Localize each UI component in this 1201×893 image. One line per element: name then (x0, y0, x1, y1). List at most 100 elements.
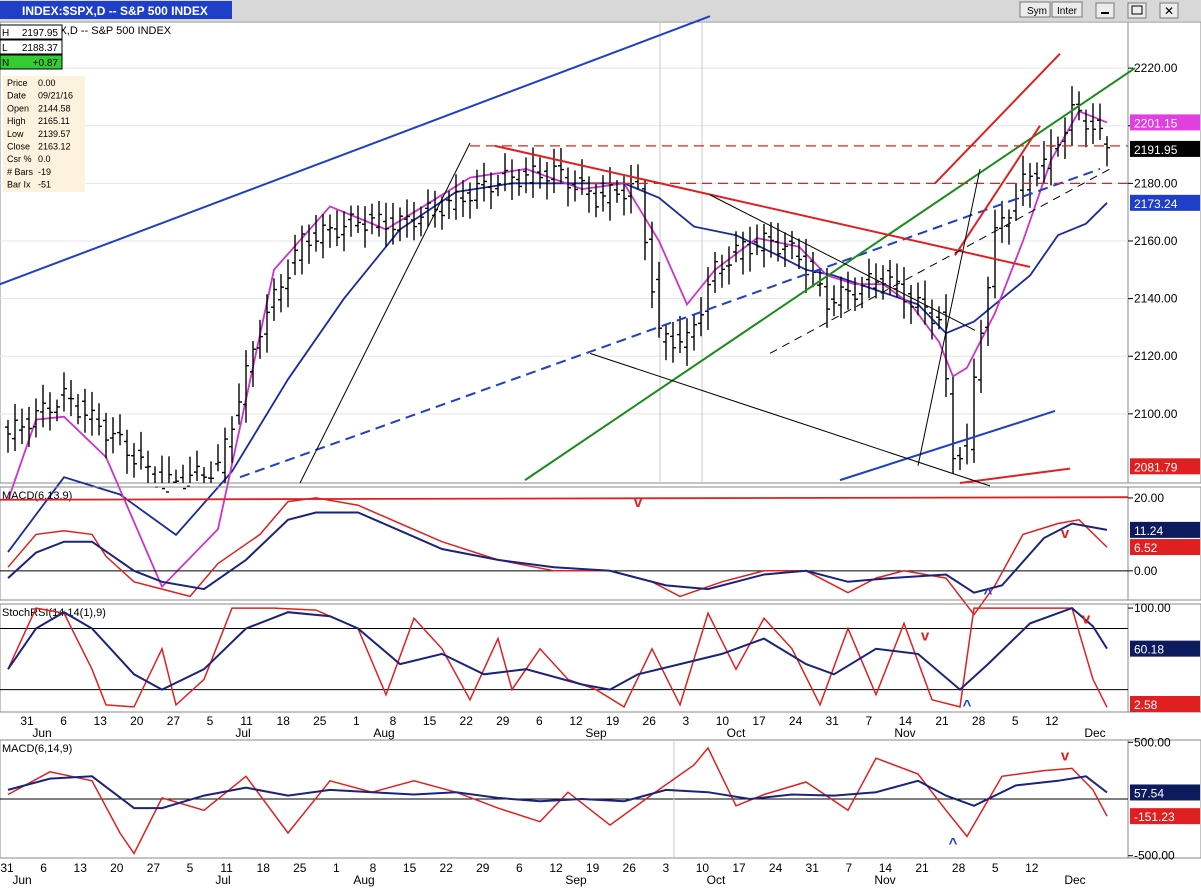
date-tick-label: 14 (899, 714, 913, 728)
signal-annotation: v (634, 494, 643, 511)
price-bar (1069, 86, 1075, 147)
price-bar (705, 267, 711, 330)
series-line-2 (7, 775, 1108, 810)
price-bar (887, 259, 893, 295)
date-tick-label: 8 (390, 714, 397, 728)
date-tick-label: 17 (752, 714, 766, 728)
minimize-button[interactable] (1095, 2, 1115, 19)
price-bar (110, 417, 116, 454)
price-bar (488, 172, 494, 210)
price-bar (502, 153, 508, 192)
price-bar (1020, 155, 1026, 207)
close-icon: ✕ (1164, 4, 1174, 18)
price-bar (257, 319, 263, 359)
price-bar (425, 189, 431, 228)
inter-button[interactable] (1051, 1, 1083, 18)
date-tick-label: 5 (1012, 714, 1019, 728)
date-tick-label: 3 (662, 861, 669, 875)
date-tick-label: 13 (94, 714, 108, 728)
title-bar: INDEX:$SPX,D -- S&P 500 INDEX Sym Inter … (0, 0, 1201, 21)
price-bar (194, 450, 200, 481)
red-channel-lower (954, 125, 1041, 256)
ma-long-line (7, 182, 1108, 553)
date-tick-label: 6 (60, 714, 67, 728)
date-tick-label: 31 (826, 714, 840, 728)
month-label: Sep (565, 873, 587, 887)
price-bar (614, 180, 620, 203)
price-bar (404, 199, 410, 238)
panel-3: 100.00 StochRSI(14,14(1),9) v v ^ 60.18 2.58 (0, 601, 1201, 714)
price-bar (558, 148, 564, 183)
value-label-box (1130, 696, 1200, 712)
price-bar (215, 444, 221, 472)
panels: 2220.002200.002180.002160.002140.002120.… (0, 21, 1201, 863)
price-bar (866, 258, 872, 298)
y-tick-label: 2100.00 (1134, 407, 1178, 421)
price-bar (278, 273, 284, 313)
info-label: Low (7, 129, 24, 139)
sym-button[interactable] (1019, 1, 1051, 18)
price-bar (159, 455, 165, 490)
macd-resistance-line (0, 496, 1129, 501)
date-axis-bg (0, 713, 1128, 739)
price-bar (187, 456, 193, 487)
date-tick-label: 31 (806, 861, 820, 875)
value-label: -151.23 (1134, 810, 1175, 824)
quote-label: L (2, 43, 8, 54)
price-bar (348, 205, 354, 237)
signal-annotation: ^ (949, 835, 958, 852)
black-dashed-line (769, 168, 1111, 354)
price-bar (446, 191, 452, 220)
price-bar (1097, 103, 1103, 140)
info-value: -51 (38, 180, 51, 190)
price-bar (915, 282, 921, 316)
price-bar (306, 224, 312, 264)
price-bar (243, 350, 249, 423)
price-bar (978, 319, 984, 393)
price-bar (957, 447, 963, 471)
price-bar (208, 461, 214, 483)
price-bar (222, 427, 228, 483)
price-bar (873, 263, 879, 299)
sym-button-label: Sym (1027, 6, 1047, 17)
panel-title: StochRSI(14,14(1),9) (2, 607, 106, 619)
series-line-2 (7, 606, 1108, 691)
date-tick-label: 10 (716, 714, 730, 728)
panel-4: 500.00 -500.00 MACD(6,14,9) v ^ 57.54 -151.23 (0, 735, 1201, 863)
close-button[interactable] (1159, 2, 1179, 19)
info-label: Price (7, 78, 28, 88)
month-label: Jun (32, 726, 51, 740)
info-value: 2144.58 (38, 103, 71, 113)
price-bar (89, 391, 95, 436)
y-tick-label: 2140.00 (1134, 292, 1178, 306)
y-tick-label: 500.00 (1134, 735, 1171, 749)
info-label: Csr % (7, 154, 32, 164)
price-bar (264, 294, 270, 353)
month-label: Sep (585, 726, 607, 740)
date-tick-label: 24 (769, 861, 783, 875)
price-bar (131, 443, 137, 478)
price-bar (537, 157, 543, 189)
dashed-support-line (239, 168, 1101, 479)
price-bar (670, 321, 676, 363)
price-bar (768, 222, 774, 258)
date-tick-label: 14 (879, 861, 893, 875)
ma-short-line (7, 110, 1108, 589)
price-bar (551, 148, 557, 194)
quote-row (0, 54, 63, 70)
quote-box: H 2197.95 L 2188.37 N +0.87 (0, 24, 63, 70)
date-tick-label: 6 (536, 714, 543, 728)
price-bar (796, 238, 802, 270)
series-line-2 (7, 511, 1108, 594)
date-tick-label: 19 (606, 714, 620, 728)
price-bar (523, 157, 529, 194)
price-bar (250, 341, 256, 388)
maximize-button[interactable] (1127, 2, 1147, 19)
date-tick-label: 13 (74, 861, 88, 875)
price-bar (299, 225, 305, 275)
price-bar (740, 231, 746, 275)
quote-value: 2197.95 (22, 28, 59, 39)
y-axis (1127, 21, 1201, 484)
date-tick-label: 21 (915, 861, 929, 875)
y-tick-label: 2120.00 (1134, 349, 1178, 363)
